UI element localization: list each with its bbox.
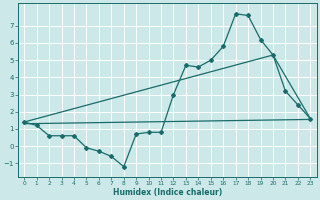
X-axis label: Humidex (Indice chaleur): Humidex (Indice chaleur) bbox=[113, 188, 222, 197]
